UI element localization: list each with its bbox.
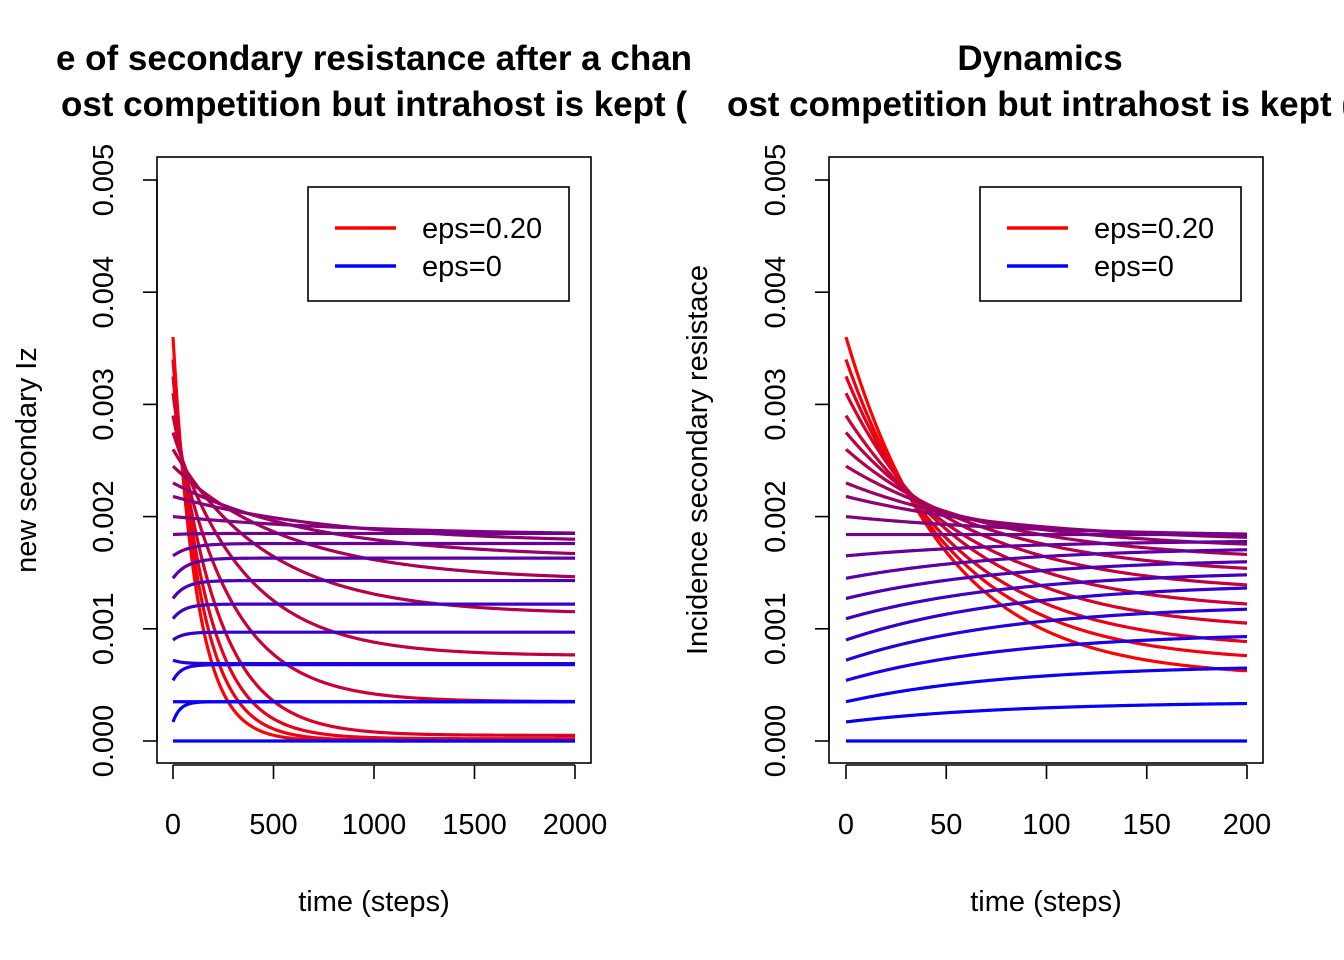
x-axis-label: time (steps): [298, 886, 449, 918]
chart-title: Dynamics: [957, 39, 1122, 78]
series-line: [845, 666, 1248, 704]
y-axis: 0.000 0.001 0.002 0.003 0.004 0.005: [88, 144, 158, 778]
series-line: [171, 392, 576, 737]
y-tick-label: 0.002: [88, 480, 120, 553]
series-line: [845, 560, 1248, 601]
x-tick-label: 0: [165, 809, 181, 841]
series-line: [171, 663, 575, 682]
x-axis-label: time (steps): [970, 886, 1121, 918]
y-tick-label: 0.003: [88, 368, 120, 441]
series-line: [845, 573, 1248, 621]
x-tick-label: 1500: [442, 809, 507, 841]
x-tick-label: 50: [930, 809, 962, 841]
chart-panel-left: e of secondary resistance after a chan o…: [11, 39, 692, 918]
x-tick-label: 200: [1223, 809, 1271, 841]
series-line: [845, 586, 1248, 642]
y-tick-label: 0.000: [760, 705, 792, 778]
series-line: [171, 578, 575, 600]
series-line: [171, 602, 575, 620]
y-tick-label: 0.000: [88, 705, 120, 778]
series-line: [171, 556, 575, 580]
legend-label: eps=0.20: [1094, 213, 1214, 245]
y-tick-label: 0.003: [760, 368, 792, 441]
series-line: [172, 630, 575, 642]
x-tick-label: 0: [838, 809, 854, 841]
series-line: [845, 548, 1248, 580]
legend-box: [979, 186, 1242, 302]
y-axis-label: Incidence secondary resistace: [682, 265, 714, 655]
chart-title: e of secondary resistance after a chan: [56, 39, 692, 78]
y-tick-label: 0.001: [760, 593, 792, 666]
series-line: [845, 701, 1248, 724]
series-line: [845, 607, 1248, 662]
series-line: [171, 700, 575, 723]
x-tick-label: 2000: [543, 809, 608, 841]
y-tick-label: 0.004: [88, 256, 120, 329]
chart-subtitle: ost competition but intrahost is kept (: [61, 85, 687, 124]
y-tick-label: 0.005: [88, 144, 120, 217]
y-tick-label: 0.001: [88, 593, 120, 666]
chart-panel-right: Dynamics ost competition but intrahost i…: [682, 39, 1344, 918]
series-line: [171, 376, 575, 741]
x-tick-label: 150: [1123, 809, 1171, 841]
plot-area: 0 50 100 150 2000.0000.0010.0020.0030.0040.0…: [760, 144, 1271, 841]
plot-area: 0 500 1000 1500 20000.0000.0010.0020.0030.00…: [88, 144, 607, 841]
series-line: [845, 634, 1248, 682]
x-tick-label: 100: [1022, 809, 1070, 841]
legend-label: eps=0: [1094, 251, 1174, 283]
y-tick-label: 0.002: [760, 480, 792, 553]
legend-box: [307, 186, 570, 302]
series-line: [845, 539, 1248, 558]
legend-label: eps=0.20: [422, 213, 542, 245]
series-line: [172, 531, 575, 537]
series-line: [171, 431, 576, 657]
x-tick-label: 1000: [342, 809, 407, 841]
y-axis-label: new secondary Iz: [11, 347, 43, 573]
legend: eps=0.20 eps=0: [307, 186, 570, 302]
series-line: [172, 658, 575, 666]
x-axis: 0 50 100 150 200: [838, 764, 1271, 841]
y-axis: 0.000 0.001 0.002 0.003 0.004 0.005: [760, 144, 830, 778]
legend: eps=0.20 eps=0: [979, 186, 1242, 302]
chart-subtitle: ost competition but intrahost is kept (: [727, 85, 1344, 124]
x-tick-label: 500: [249, 809, 297, 841]
legend-label: eps=0: [422, 251, 502, 283]
y-tick-label: 0.005: [760, 144, 792, 217]
x-axis: 0 500 1000 1500 2000: [165, 764, 608, 841]
y-tick-label: 0.004: [760, 256, 792, 329]
series-line: [172, 541, 575, 558]
